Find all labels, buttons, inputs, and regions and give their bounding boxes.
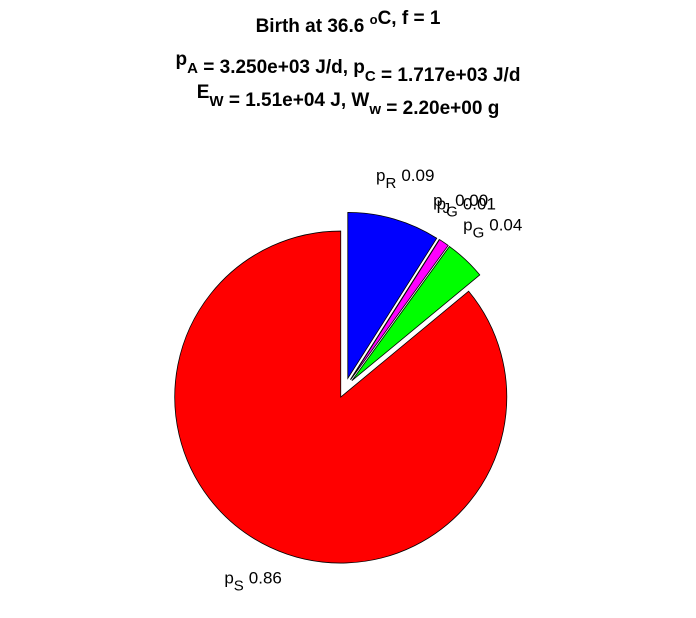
pie-slice xyxy=(351,245,481,382)
slice-label: pR 0.09 xyxy=(376,166,434,192)
label-symbol: p xyxy=(437,195,446,214)
pie-slice xyxy=(347,211,438,380)
pie-slice xyxy=(174,230,508,564)
subscript: w xyxy=(368,101,381,118)
pie-slice xyxy=(350,239,449,380)
label-symbol: p xyxy=(376,166,385,185)
title-text: = 3.250e+03 J/d, p xyxy=(198,57,365,78)
label-value: 0.09 xyxy=(401,166,434,185)
title-text: = 1.717e+03 J/d xyxy=(376,65,521,86)
title-text: = 2.20e+00 g xyxy=(381,98,499,119)
slice-label: pJ 0.00 xyxy=(433,191,488,217)
label-value: 0.00 xyxy=(455,191,488,210)
subscript: C xyxy=(365,68,376,85)
label-symbol: p xyxy=(433,191,442,210)
label-subscript: S xyxy=(234,577,244,594)
label-subscript: G xyxy=(473,225,485,242)
title-text: = 1.51e+04 J, W xyxy=(224,90,370,111)
title-text: E xyxy=(197,82,210,103)
label-subscript: R xyxy=(385,175,396,192)
title-line: pA = 3.250e+03 J/d, pC = 1.717e+03 J/d xyxy=(176,49,521,86)
subscript: A xyxy=(187,60,198,77)
slice-label: pS 0.86 xyxy=(224,568,282,594)
title-text: p xyxy=(176,49,188,70)
label-symbol: p xyxy=(224,568,233,587)
label-value: 0.86 xyxy=(249,568,282,587)
title-text: Birth at 36.6 xyxy=(256,16,370,37)
title-text: C, f = 1 xyxy=(378,8,441,29)
slice-label: pG 0.04 xyxy=(463,216,522,242)
label-symbol: p xyxy=(463,216,472,235)
superscript: o xyxy=(370,12,378,27)
subscript: W xyxy=(209,93,224,110)
title-line: Birth at 36.6 oC, f = 1 xyxy=(256,8,441,37)
title-line: EW = 1.51e+04 J, Ww = 2.20e+00 g xyxy=(197,82,500,119)
slice-label: pG 0.01 xyxy=(437,195,496,221)
label-subscript: G xyxy=(446,204,458,221)
label-value: 0.01 xyxy=(463,195,496,214)
label-value: 0.04 xyxy=(489,216,522,235)
label-subscript: J xyxy=(443,200,451,217)
